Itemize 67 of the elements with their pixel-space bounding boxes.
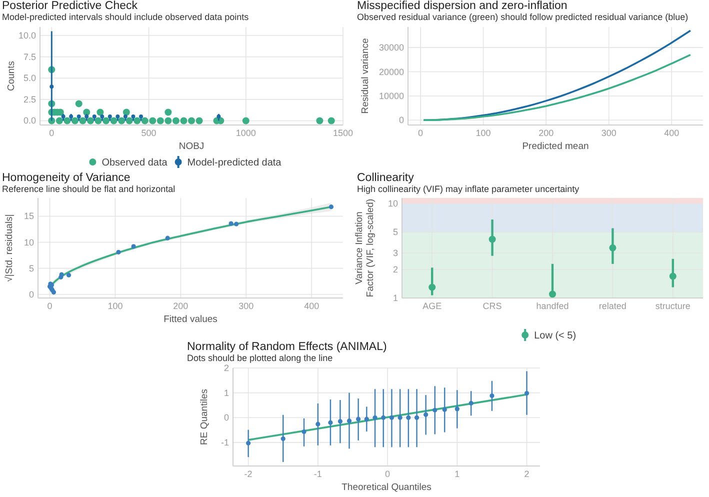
- y-axis-title: Variance Inflation Factor (VIF, log-scaled): [354, 198, 376, 298]
- legend-label: Low (< 5): [534, 330, 576, 342]
- y-tick-label: 0.0: [23, 116, 36, 126]
- x-tick-label: 0: [47, 301, 52, 311]
- y-tick-label: 10.0: [18, 30, 36, 41]
- y-tick-label: 0: [28, 289, 34, 300]
- x-tick-label: 0: [418, 128, 424, 138]
- y-tick-label: 1: [392, 293, 398, 303]
- y-tick-label: 2: [392, 264, 398, 275]
- y-axis-title: Residual variance: [360, 38, 371, 114]
- y-tick-label: 5.0: [23, 73, 36, 84]
- y-tick-label: 1: [224, 388, 229, 398]
- chart-title: Normality of Random Effects (ANIMAL): [187, 341, 387, 353]
- y-tick-label: 10: [24, 237, 34, 248]
- chart-title: Collinearity: [357, 172, 414, 184]
- y-tick-label: 30000: [378, 42, 404, 53]
- x-tick-label: 400: [664, 128, 680, 138]
- y-tick-label: 2: [224, 363, 229, 373]
- legend-label: Model-predicted data: [187, 158, 282, 168]
- y-tick-label: 5: [28, 263, 34, 274]
- x-axis-title: Fitted values: [164, 314, 218, 325]
- y-tick-label: 15: [24, 211, 34, 222]
- x-tick-label: 300: [601, 128, 616, 138]
- legend-label: Observed data: [102, 158, 168, 168]
- x-tick-label: handfed: [536, 301, 569, 311]
- chart-title: Misspecified dispersion and zero-inflation: [357, 0, 568, 12]
- x-tick-label: 300: [238, 301, 254, 311]
- x-axis-title: NOBJ: [178, 141, 204, 152]
- chart-title: Posterior Predictive Check: [2, 0, 138, 12]
- x-tick-label: 200: [538, 128, 554, 138]
- y-axis-title: RE Quantiles: [199, 388, 210, 445]
- chart-subtitle: Model-predicted intervals should include observed data points: [2, 12, 250, 22]
- y-tick-label: 10: [388, 198, 398, 209]
- y-tick-label: 3: [392, 248, 398, 258]
- chart-subtitle: Dots should be plotted along the line: [187, 353, 333, 363]
- x-tick-label: 1000: [236, 128, 256, 138]
- y-tick-label: -1: [220, 437, 229, 448]
- x-tick-label: 2: [524, 469, 530, 479]
- x-tick-label: 0: [49, 128, 54, 138]
- y-tick-label: 0: [224, 412, 229, 423]
- y-tick-label: 7.5: [23, 52, 36, 62]
- y-tick-label: 10000: [378, 90, 404, 101]
- x-tick-label: 200: [173, 301, 188, 311]
- y-tick-label: 20000: [378, 66, 404, 77]
- x-tick-label: 1: [454, 469, 460, 479]
- chart-subtitle: Reference line should be flat and horizontal: [2, 184, 176, 194]
- x-tick-label: -1: [314, 469, 322, 479]
- x-axis-title: Theoretical Quantiles: [342, 482, 432, 493]
- chart-subtitle: High collinearity (VIF) may inflate parameter uncertainty: [357, 184, 580, 194]
- x-tick-label: 400: [304, 301, 320, 311]
- x-tick-label: 500: [141, 128, 156, 138]
- y-axis-title: Counts: [6, 60, 17, 92]
- y-tick-label: 5: [392, 227, 398, 238]
- x-axis-title: Predicted mean: [522, 141, 589, 152]
- x-tick-label: structure: [655, 301, 690, 311]
- y-tick-label: 2.5: [23, 94, 36, 104]
- x-tick-label: 100: [108, 301, 123, 311]
- x-tick-label: related: [598, 301, 626, 311]
- y-tick-label: 0: [398, 115, 404, 126]
- x-tick-label: 1500: [332, 128, 354, 138]
- x-tick-label: -2: [244, 469, 252, 479]
- chart-title: Homogeneity of Variance: [2, 172, 130, 184]
- y-axis-title: √|Std. residuals|: [4, 214, 15, 282]
- chart-subtitle: Observed residual variance (green) should follow predicted residual variance (blue): [357, 12, 688, 22]
- x-tick-label: AGE: [422, 301, 442, 311]
- x-tick-label: 100: [476, 128, 491, 138]
- x-tick-label: CRS: [482, 301, 502, 311]
